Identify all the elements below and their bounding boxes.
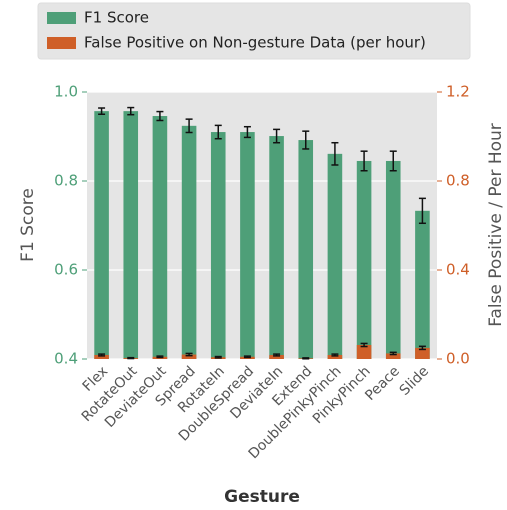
bar bbox=[210, 132, 226, 359]
y2-tick-label: 0.8 bbox=[446, 172, 470, 190]
y-tick-label: 1.0 bbox=[54, 83, 78, 101]
y-tick-label: 0.6 bbox=[54, 261, 78, 279]
bar bbox=[356, 344, 372, 359]
y2-tick-label: 1.2 bbox=[446, 83, 470, 101]
y-axis-label: F1 Score bbox=[18, 188, 38, 262]
y2-axis-label: False Positive / Per Hour bbox=[486, 123, 506, 327]
bar bbox=[181, 354, 197, 359]
bar bbox=[181, 125, 197, 359]
legend-swatch bbox=[47, 12, 76, 24]
bar bbox=[327, 354, 343, 359]
legend-label: False Positive on Non-gesture Data (per … bbox=[84, 34, 426, 52]
bar bbox=[298, 140, 314, 359]
bar bbox=[240, 132, 255, 359]
bar bbox=[356, 160, 372, 359]
plot-area bbox=[87, 92, 437, 359]
legend-box bbox=[37, 2, 471, 60]
y-tick-label: 0.4 bbox=[54, 350, 78, 368]
bar bbox=[385, 353, 401, 359]
y2-tick-label: 0.0 bbox=[446, 350, 470, 368]
bar bbox=[123, 111, 139, 359]
y2-tick-label: 0.4 bbox=[446, 261, 470, 279]
bar bbox=[269, 136, 284, 359]
legend-label: F1 Score bbox=[84, 9, 149, 27]
bar bbox=[269, 354, 284, 359]
bar bbox=[415, 210, 430, 359]
x-tick-label: Slide bbox=[397, 363, 432, 398]
x-axis-label: Gesture bbox=[224, 487, 300, 507]
y-tick-label: 0.8 bbox=[54, 172, 78, 190]
bar bbox=[385, 160, 401, 359]
legend-swatch bbox=[47, 37, 76, 49]
bar bbox=[94, 354, 109, 359]
bar bbox=[152, 116, 168, 359]
bar bbox=[327, 153, 343, 359]
bar bbox=[94, 111, 109, 359]
bar bbox=[415, 347, 430, 359]
